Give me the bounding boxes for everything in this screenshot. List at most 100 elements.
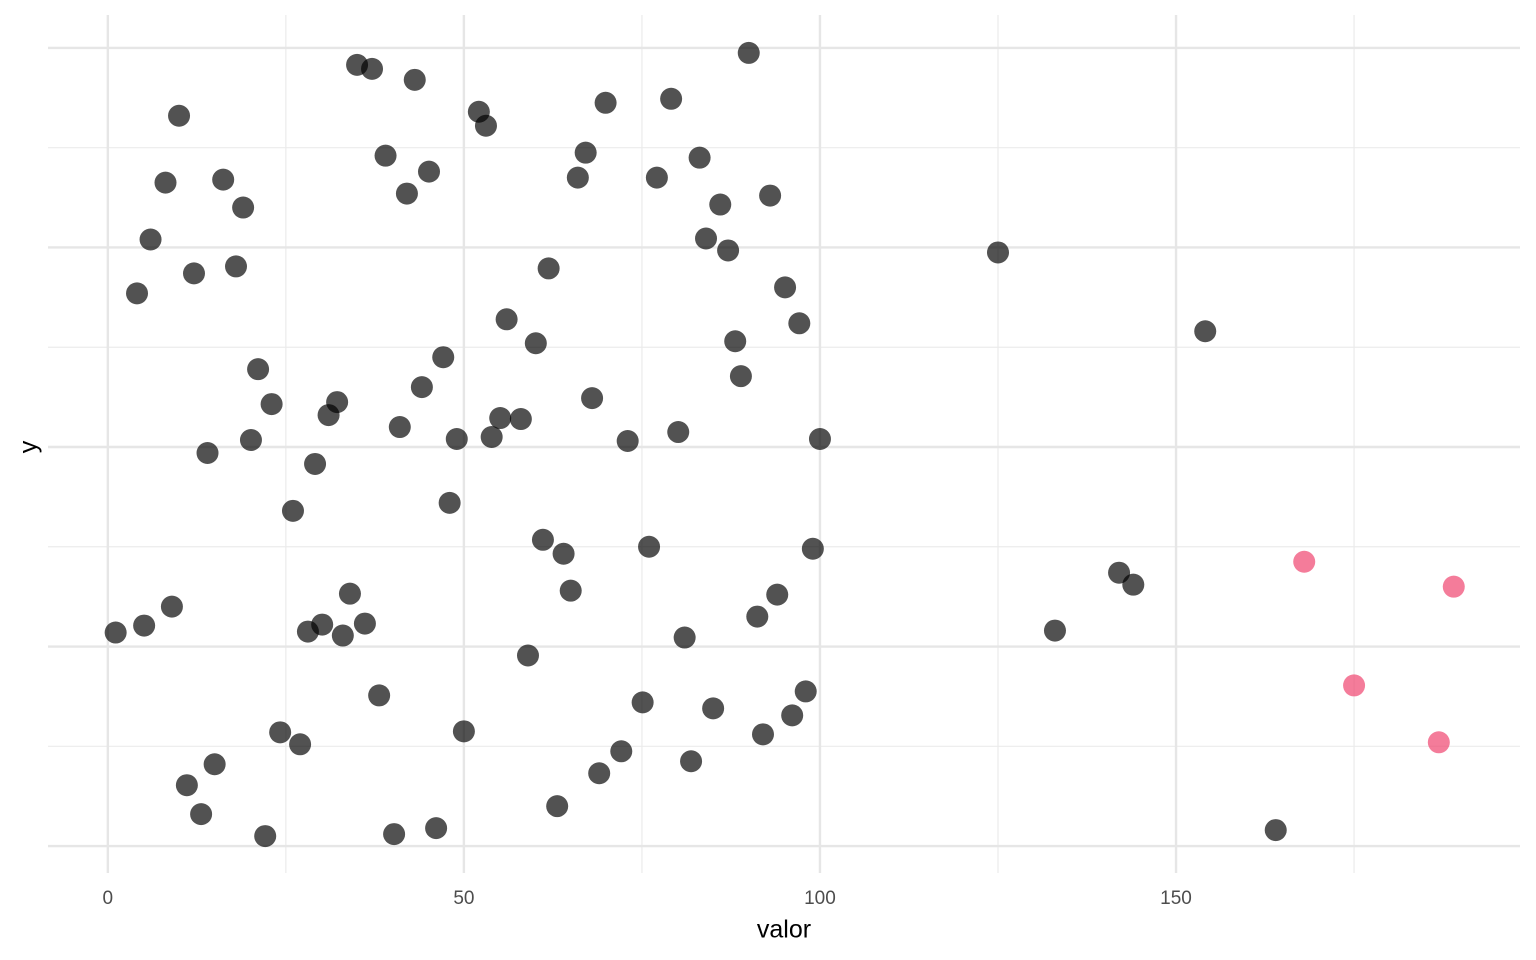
point	[445, 428, 468, 451]
point	[516, 644, 539, 667]
point	[766, 583, 789, 606]
point	[616, 430, 639, 453]
grid	[48, 15, 1520, 873]
point	[196, 441, 219, 464]
point	[160, 595, 183, 618]
point	[788, 312, 811, 335]
point	[673, 626, 696, 649]
point	[175, 774, 198, 797]
point	[709, 193, 732, 216]
point	[190, 803, 213, 826]
point	[203, 753, 226, 776]
point	[452, 720, 475, 743]
point	[688, 146, 711, 169]
point	[566, 166, 589, 189]
x-tick-label: 150	[1160, 888, 1192, 909]
point	[724, 330, 747, 353]
point	[133, 614, 156, 637]
point	[212, 168, 235, 191]
point	[480, 426, 503, 449]
point	[495, 308, 518, 331]
point	[425, 817, 448, 840]
point	[781, 704, 804, 727]
point	[702, 697, 725, 720]
point	[182, 262, 205, 285]
point	[645, 166, 668, 189]
point	[801, 537, 824, 560]
point	[368, 684, 391, 707]
point	[1293, 550, 1316, 573]
point	[1122, 573, 1145, 596]
point	[139, 228, 162, 251]
point	[552, 542, 575, 565]
y-axis-title: y	[15, 440, 43, 453]
point	[474, 114, 497, 137]
point	[751, 723, 774, 746]
point	[438, 491, 461, 514]
point	[374, 144, 397, 167]
x-tick-label: 50	[453, 888, 474, 909]
point	[361, 57, 384, 80]
point	[254, 825, 277, 848]
point	[717, 239, 740, 262]
point	[1442, 575, 1465, 598]
point	[610, 740, 633, 763]
point	[559, 579, 582, 602]
point	[247, 358, 270, 381]
point	[232, 196, 255, 219]
point	[168, 104, 191, 127]
point	[383, 823, 406, 846]
point	[417, 160, 440, 183]
point	[524, 332, 547, 355]
point	[729, 365, 752, 388]
point	[317, 404, 340, 427]
point	[1264, 819, 1287, 842]
point	[289, 733, 312, 756]
point	[986, 241, 1009, 264]
point	[281, 499, 304, 522]
point	[680, 750, 703, 773]
point	[537, 257, 560, 280]
point	[759, 184, 782, 207]
point	[126, 282, 149, 305]
point	[403, 68, 426, 91]
point	[774, 276, 797, 299]
point	[260, 393, 283, 416]
point	[395, 182, 418, 205]
point	[660, 87, 683, 110]
point	[410, 376, 433, 399]
point	[631, 691, 654, 714]
point	[1427, 731, 1450, 754]
point	[794, 680, 817, 703]
point	[1043, 619, 1066, 642]
point	[1194, 320, 1217, 343]
point	[331, 624, 354, 647]
point	[581, 387, 604, 410]
point	[225, 255, 248, 278]
point	[432, 346, 455, 369]
x-tick-label: 0	[103, 888, 114, 909]
point	[353, 612, 376, 635]
points	[104, 41, 1465, 848]
point	[509, 408, 532, 431]
point	[588, 762, 611, 785]
point	[239, 429, 262, 452]
point	[154, 171, 177, 194]
point	[338, 582, 361, 605]
point	[531, 528, 554, 551]
point	[104, 621, 127, 644]
point	[269, 721, 292, 744]
point	[695, 227, 718, 250]
point	[304, 452, 327, 475]
point	[808, 428, 831, 451]
point	[746, 605, 769, 628]
x-tick-label: 100	[804, 888, 836, 909]
point	[546, 795, 569, 818]
point	[638, 535, 661, 558]
point	[388, 416, 411, 439]
point	[489, 407, 512, 430]
point	[1343, 674, 1366, 697]
point	[737, 41, 760, 64]
point	[574, 141, 597, 164]
